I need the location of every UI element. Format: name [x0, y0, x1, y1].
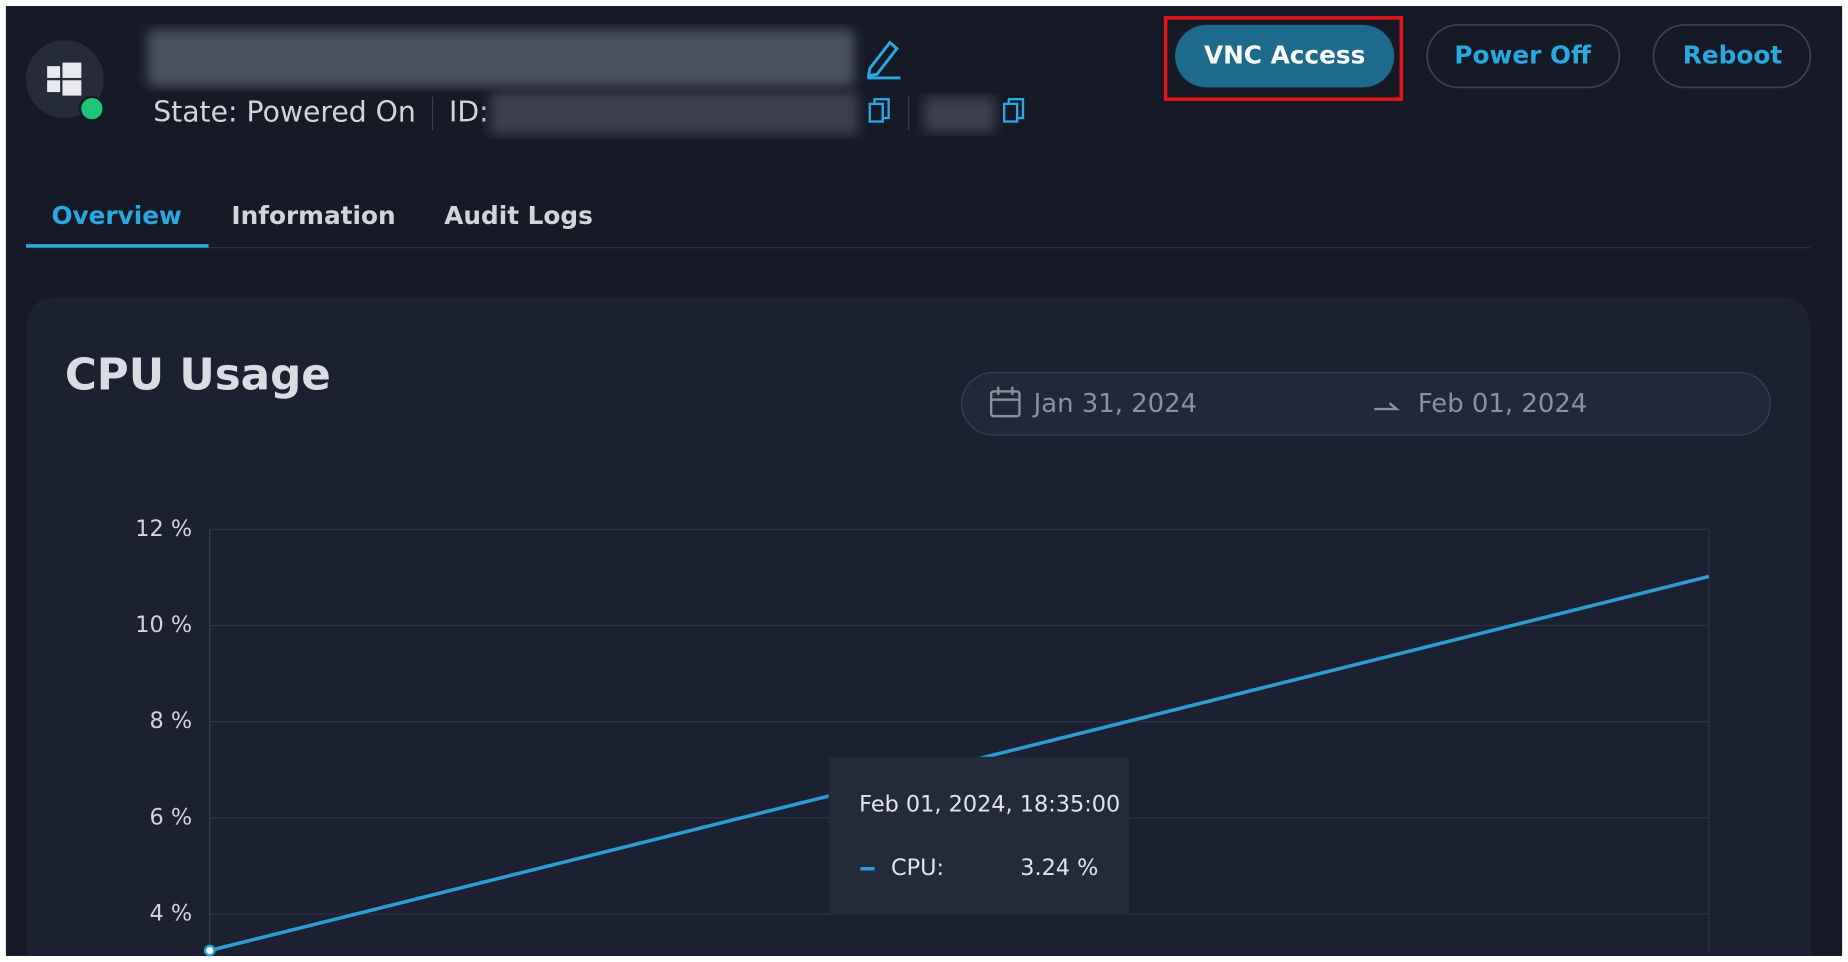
tab[interactable]: Overview [51, 201, 181, 230]
tab-underline [25, 244, 209, 248]
state: State: Powered On [153, 95, 416, 128]
vnc-button-label[interactable]: VNC Access [1204, 41, 1365, 70]
status-dot [78, 95, 105, 122]
date-end[interactable]: Feb 01, 2024 [1418, 389, 1587, 419]
tooltip-box [828, 756, 1130, 915]
tooltip: Feb 01, 2024, 18:35:00 CPU: 3.24 % [828, 756, 1130, 915]
tooltip-label: CPU: [891, 855, 944, 881]
vnc-button[interactable] [1175, 24, 1395, 88]
date-range[interactable] [961, 371, 1771, 436]
highlight-box [1163, 16, 1404, 101]
reboot-label[interactable]: Reboot [1683, 41, 1783, 70]
tab[interactable]: Information [231, 201, 395, 230]
tooltip-title: Feb 01, 2024, 18:35:00 [859, 792, 1120, 818]
chart-title: CPU Usage [65, 350, 331, 400]
windows-logo [47, 62, 82, 96]
hover-point [203, 944, 216, 957]
blurred-id [490, 92, 858, 135]
power-off-label[interactable]: Power Off [1454, 41, 1592, 70]
card [25, 297, 1811, 956]
id-label: ID: [449, 95, 489, 128]
tab[interactable]: Audit Logs [444, 201, 593, 230]
y-tick-label: 6 % [149, 804, 192, 830]
blurred-code [924, 96, 995, 133]
calendar-icon [990, 386, 1021, 418]
edit-icon[interactable] [866, 40, 901, 80]
y-tick-label: 4 % [149, 900, 192, 926]
tooltip-value: 3.24 % [1020, 855, 1098, 881]
date-start[interactable]: Jan 31, 2024 [1032, 389, 1198, 419]
copy-icon[interactable] [868, 97, 890, 123]
range-arrow [1374, 402, 1400, 411]
reboot-button[interactable] [1652, 24, 1812, 89]
copy-icon[interactable] [1002, 97, 1025, 123]
power-off-button[interactable] [1426, 24, 1621, 89]
y-tick-label: 12 % [135, 516, 192, 542]
y-tick-label: 8 % [149, 708, 192, 734]
blurred-name [147, 29, 855, 87]
y-tick-label: 10 % [135, 612, 192, 638]
